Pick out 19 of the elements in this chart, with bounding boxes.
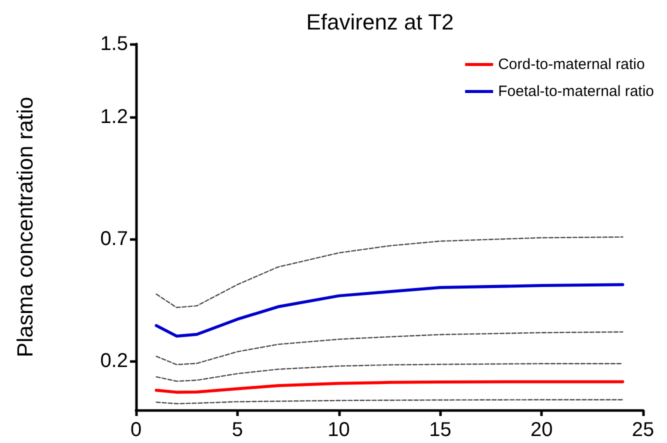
line-series: [156, 363, 624, 382]
y-axis-title: Plasma concentration ratio: [12, 96, 38, 358]
y-tick-label: 0.7: [100, 228, 128, 250]
chart-title: Efavirenz at T2: [306, 10, 454, 34]
x-tick-label: 0: [130, 419, 142, 441]
legend-label: Cord-to-maternal ratio: [498, 56, 645, 73]
x-tick-label: 25: [632, 419, 654, 441]
x-tick-label: 10: [328, 419, 350, 441]
x-tick-label: 20: [530, 419, 553, 441]
y-tick-label: 0.2: [100, 350, 128, 372]
y-tick-label: 1.5: [100, 33, 128, 55]
line-series: [156, 236, 624, 308]
line-series: [156, 331, 624, 366]
line-series: [154, 283, 624, 338]
legend-label: Foetal-to-maternal ratio: [498, 83, 654, 100]
x-tick-label: 5: [232, 419, 243, 441]
y-tick-label: 1.2: [100, 106, 128, 128]
line-series: [154, 380, 624, 394]
x-tick-label: 15: [429, 419, 452, 441]
